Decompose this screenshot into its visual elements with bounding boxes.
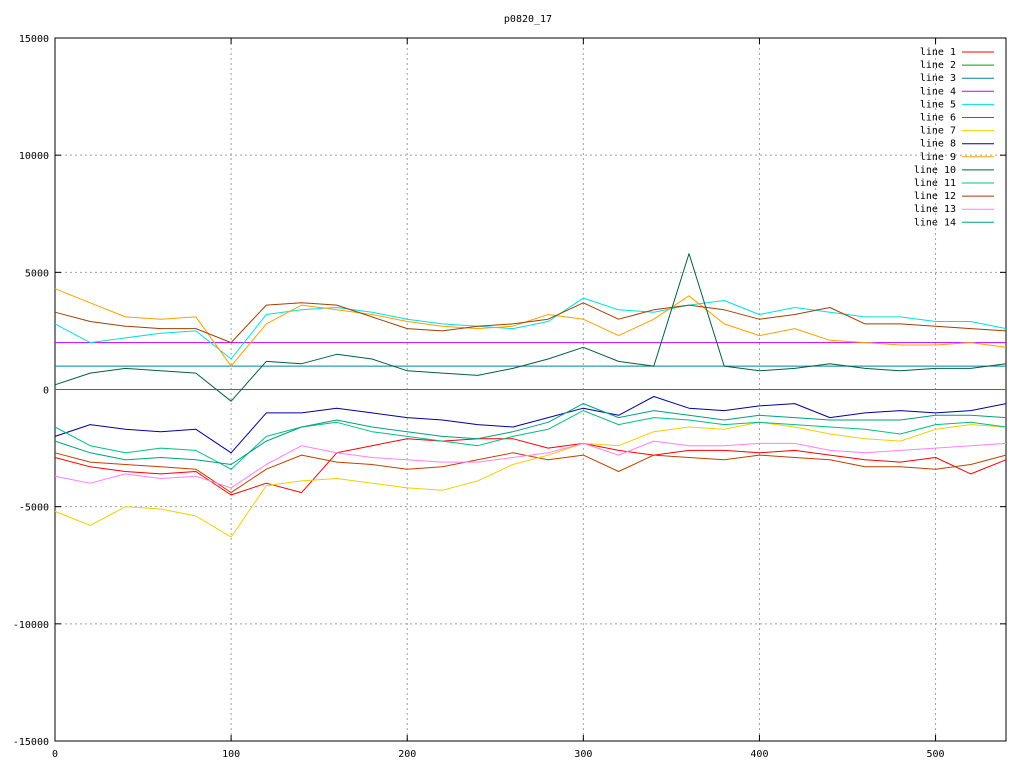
y-tick-label: -5000	[19, 503, 49, 514]
legend-label: line 9	[920, 152, 956, 163]
series-line-7	[54, 421, 1007, 538]
legend: line 1 line 2 line 3 line 4 line 5 line 6 line…	[914, 47, 994, 228]
legend-label: line 12	[914, 191, 956, 202]
series-line-11	[54, 410, 1007, 470]
series-line-14	[54, 403, 1007, 465]
x-tick-label: 100	[222, 749, 240, 760]
y-tick-label: -15000	[13, 737, 49, 748]
series-lines	[54, 253, 1007, 538]
legend-label: line 1	[920, 47, 956, 58]
legend-label: line 7	[920, 126, 956, 137]
y-tick-label: 0	[43, 386, 49, 397]
series-line-13	[54, 440, 1007, 489]
legend-label: line 14	[914, 217, 956, 228]
legend-label: line 3	[920, 73, 956, 84]
axes: 0 100 200 300 400 500 -15000 -10000 -5000 0 5000 10…	[13, 34, 1007, 760]
y-tick-label: 5000	[25, 268, 49, 279]
legend-label: line 11	[914, 178, 956, 189]
legend-label: line 4	[920, 86, 956, 97]
series-line-6	[54, 452, 1007, 494]
series-line-12	[54, 302, 1007, 344]
x-tick-label: 500	[927, 749, 945, 760]
series-line-5	[54, 297, 1007, 360]
x-tick-label: 400	[750, 749, 768, 760]
legend-label: line 8	[920, 139, 956, 150]
y-tick-label: -10000	[13, 620, 49, 631]
x-tick-label: 200	[398, 749, 416, 760]
x-tick-label: 300	[574, 749, 592, 760]
legend-label: line 13	[914, 204, 956, 215]
legend-label: line 2	[920, 60, 956, 71]
y-tick-label: 15000	[19, 34, 49, 45]
y-tick-label: 10000	[19, 151, 49, 162]
legend-label: line 5	[920, 99, 956, 110]
series-line-9	[54, 288, 1007, 367]
series-line-1	[54, 438, 1007, 496]
chart-title: p0820_17	[504, 14, 552, 25]
legend-label: line 6	[920, 113, 956, 124]
x-tick-label: 0	[52, 749, 58, 760]
series-line-10	[54, 253, 1007, 402]
series-line-8	[54, 396, 1007, 454]
legend-label: line 10	[914, 165, 956, 176]
